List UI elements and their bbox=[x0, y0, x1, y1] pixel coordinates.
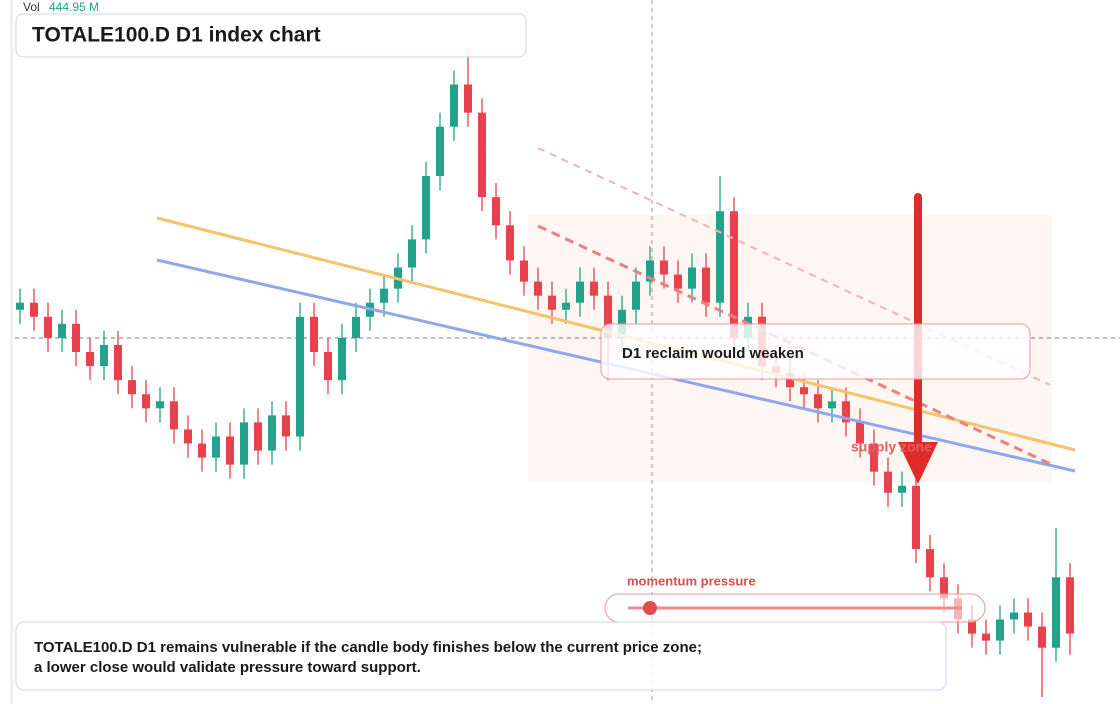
momentum-knob bbox=[643, 601, 657, 615]
candle-body bbox=[1024, 612, 1032, 627]
candle-body bbox=[912, 485, 920, 550]
candle-body bbox=[324, 352, 332, 381]
title-box bbox=[15, 13, 527, 58]
candle-body bbox=[254, 422, 262, 451]
candle-body bbox=[506, 225, 514, 261]
candle-body bbox=[576, 281, 584, 303]
candle-body bbox=[842, 401, 850, 423]
reclaim-label: D1 reclaim would weaken bbox=[622, 345, 804, 362]
candle-body bbox=[492, 197, 500, 226]
candle-body bbox=[730, 211, 738, 338]
candle-body bbox=[156, 401, 164, 409]
candle-body bbox=[702, 267, 710, 303]
candle-body bbox=[408, 239, 416, 268]
candle-body bbox=[814, 394, 822, 409]
candle-body bbox=[142, 394, 150, 409]
candle-body bbox=[44, 316, 52, 338]
candle-body bbox=[786, 373, 794, 388]
summary-box bbox=[15, 621, 947, 691]
candle-body bbox=[1038, 626, 1046, 648]
candle-body bbox=[380, 288, 388, 303]
candle-body bbox=[478, 112, 486, 198]
candle-body bbox=[72, 323, 80, 352]
candle-body bbox=[870, 443, 878, 472]
candle-body bbox=[436, 126, 444, 176]
candle-body bbox=[128, 380, 136, 395]
supply-label: supply zone bbox=[851, 439, 932, 455]
candle-body bbox=[548, 295, 556, 310]
candle-body bbox=[856, 422, 864, 444]
candle-body bbox=[688, 267, 696, 289]
candle-body bbox=[450, 84, 458, 127]
momentum-label: momentum pressure bbox=[627, 573, 756, 588]
volume-value: 444.95 M bbox=[49, 0, 99, 14]
candle-body bbox=[716, 211, 724, 303]
candle-body bbox=[1066, 577, 1074, 634]
candle-body bbox=[184, 429, 192, 444]
candle-body bbox=[30, 302, 38, 317]
candle-body bbox=[898, 485, 906, 493]
summary-line: a lower close would validate pressure to… bbox=[34, 659, 421, 676]
candle-body bbox=[352, 316, 360, 338]
candle-body bbox=[212, 436, 220, 458]
reclaim-box bbox=[600, 323, 1031, 380]
volume-label: Vol bbox=[23, 0, 40, 14]
chart-title: TOTALE100.D D1 index chart bbox=[32, 24, 321, 47]
candle-body bbox=[562, 302, 570, 310]
candle-body bbox=[534, 281, 542, 296]
candle-body bbox=[940, 577, 948, 599]
candle-body bbox=[1010, 612, 1018, 620]
candle-body bbox=[100, 344, 108, 367]
candle-body bbox=[926, 549, 934, 578]
candle-body bbox=[16, 302, 24, 310]
candle-body bbox=[422, 176, 430, 240]
candle-body bbox=[198, 443, 206, 458]
candle-body bbox=[86, 352, 94, 367]
arrow-head bbox=[898, 442, 938, 484]
left-edge bbox=[10, 0, 13, 704]
candle-body bbox=[590, 281, 598, 296]
candle-body bbox=[828, 401, 836, 409]
candle-body bbox=[1052, 577, 1060, 648]
candle-body bbox=[268, 415, 276, 451]
candle-body bbox=[338, 337, 346, 381]
candle-body bbox=[296, 316, 304, 437]
candle-body bbox=[170, 401, 178, 430]
candle-body bbox=[660, 260, 668, 275]
candle-body bbox=[800, 387, 808, 395]
candle-body bbox=[226, 436, 234, 465]
candle-body bbox=[674, 274, 682, 289]
candle-body bbox=[464, 84, 472, 113]
summary-line: TOTALE100.D D1 remains vulnerable if the… bbox=[34, 639, 702, 656]
candle-body bbox=[632, 281, 640, 310]
candle-body bbox=[982, 633, 990, 641]
candle-body bbox=[646, 260, 654, 282]
candle-body bbox=[58, 323, 66, 338]
candle-body bbox=[310, 316, 318, 352]
candle-body bbox=[114, 344, 122, 381]
candle-body bbox=[282, 415, 290, 437]
candle-body bbox=[240, 422, 248, 465]
candle-body bbox=[884, 471, 892, 493]
trend-line bbox=[537, 224, 1056, 468]
candle-body bbox=[996, 619, 1004, 641]
candle-body bbox=[604, 295, 612, 338]
candle-body bbox=[968, 619, 976, 634]
candle-body bbox=[520, 260, 528, 282]
